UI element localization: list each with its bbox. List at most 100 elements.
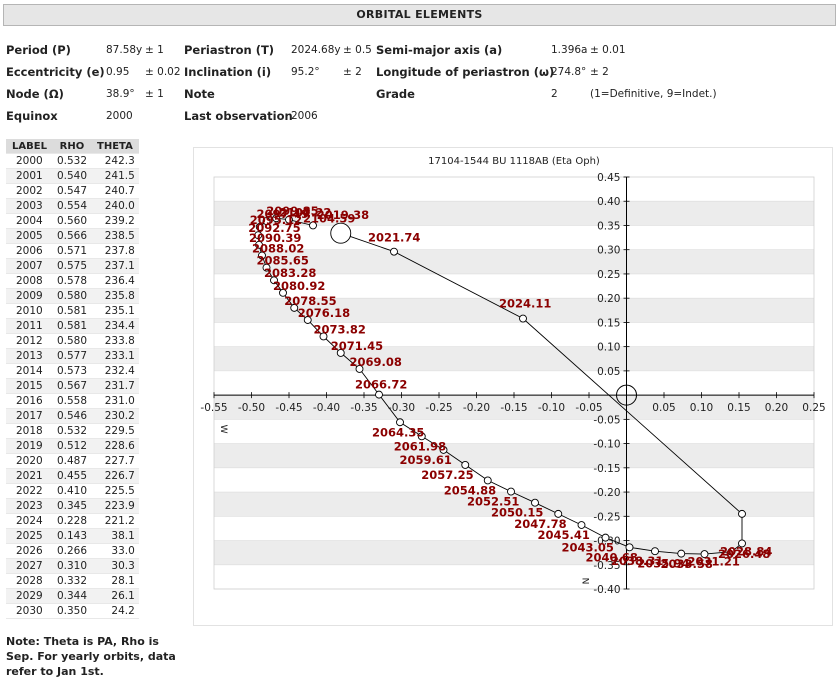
table-row: 2007 0.575 237.1 [6,258,139,274]
x-tick-label: -0.25 [425,402,452,414]
orbit-point-label: 2028.84 [720,544,772,558]
row-rho-cell: 0.573 [56,365,87,377]
x-tick-label: 0.20 [765,402,788,414]
orbit-point-label: 2033.58 [661,557,713,571]
orbit-point-label: 2038.31 [611,554,663,568]
eccentricity-label: Eccentricity (e) [6,65,105,79]
orbit-point-label: 2064.35 [372,425,424,439]
last-observation-value: 2006 [291,110,318,122]
orbit-point [255,222,264,231]
orbit-point [262,263,271,272]
orbit-point [270,276,278,285]
row-label-cell: 2028 [16,575,43,587]
orbit-point [727,547,736,556]
table-row: 2010 0.581 235.1 [6,304,139,319]
x-tick-label: -0.55 [200,402,227,414]
orbit-point-label: 2090.39 [249,231,301,245]
row-rho-cell: 0.455 [52,468,91,484]
orbit-point [303,316,312,324]
orbit-point [390,247,398,256]
orbit-point-label: 2066.72 [355,378,407,392]
row-rho-cell: 0.581 [56,305,87,317]
orbit-point-label: 2019.38 [317,208,369,222]
y-tick-label: -0.30 [593,536,620,548]
axis-label-w: W [218,425,228,434]
row-label-cell: 2004 [16,215,43,227]
orbit-point [531,498,539,507]
inclination-label: Inclination (i) [184,65,272,79]
orbit-point-label: 2078.55 [284,294,336,308]
orbit-point-label: 2095.12 [250,213,302,227]
orbit-point [258,251,266,260]
period-value: 87.58y [106,44,143,56]
row-label-cell: 2030 [16,605,43,617]
row-theta-cell: 223.9 [91,498,139,514]
orbit-point [483,476,492,485]
row-label-cell: 2010 [16,305,43,317]
column-header-theta: THETA [91,139,139,154]
table-row: 2026 0.266 33.0 [6,544,139,559]
row-theta-cell: 33.0 [111,545,135,557]
orbit-point-label: 2052.51 [467,495,519,509]
row-label-cell: 2018 [16,425,43,437]
row-theta-cell: 28.1 [111,575,135,587]
row-label-cell: 2015 [6,378,53,394]
grid-band [214,443,814,468]
row-rho-cell: 0.581 [52,318,91,334]
row-label-cell: 2013 [6,348,53,364]
row-label-cell: 2023 [6,498,53,514]
row-label-cell: 2027 [6,558,53,574]
note-label: Note [184,87,215,101]
table-row: 2003 0.554 240.0 [6,198,139,214]
row-label-cell: 2021 [6,468,53,484]
orbit-point [461,460,470,469]
period-error: ± 1 [145,44,164,56]
row-rho-cell: 0.558 [56,395,87,407]
equinox-label: Equinox [6,109,58,123]
row-label-cell: 2001 [6,168,53,184]
orbit-point-label: 2069.08 [350,355,402,369]
orbit-point-label: 2080.92 [273,279,325,293]
row-rho-cell: 0.560 [56,215,87,227]
table-row: 2013 0.577 233.1 [6,348,139,364]
table-row: 2008 0.578 236.4 [6,274,139,289]
node-error: ± 1 [145,88,164,100]
column-header-rho: RHO [52,139,91,154]
table-row: 2025 0.143 38.1 [6,528,139,544]
row-label-cell: 2006 [16,245,43,257]
row-rho-cell: 0.332 [56,575,87,587]
row-theta-cell: 30.3 [91,558,139,574]
orbit-point-label: 2104.59 [303,211,355,225]
table-row: 2015 0.567 231.7 [6,378,139,394]
table-row: 2016 0.558 231.0 [6,394,139,409]
row-rho-cell: 0.571 [56,245,87,257]
table-row: 2009 0.580 235.8 [6,288,139,304]
row-theta-cell: 238.5 [91,228,139,244]
y-tick-label: -0.15 [593,463,620,475]
row-rho-cell: 0.580 [52,288,91,304]
row-label-cell: 2005 [6,228,53,244]
orbit-point-label: 2026.48 [718,547,770,561]
table-row: 2023 0.345 223.9 [6,498,139,514]
row-rho-cell: 0.546 [52,408,91,424]
y-tick-label: 0.35 [597,220,620,232]
orbit-point [507,487,515,496]
x-tick-label: -0.15 [500,402,527,414]
orbit-point [285,215,293,224]
row-rho-cell: 0.143 [52,528,91,544]
grade-label: Grade [376,87,415,101]
y-tick-label: 0.25 [597,269,620,281]
row-label-cell: 2022 [16,485,43,497]
orbit-point-label: 2054.88 [444,483,496,497]
orbit-point [700,550,709,559]
orbit-point [577,521,586,529]
y-tick-label: -0.35 [593,560,620,572]
orbit-point [738,509,746,518]
row-theta-cell: 24.2 [111,605,135,617]
orbit-point [601,533,610,542]
orbit-point-label: 2099.85 [266,204,318,218]
row-rho-cell: 0.266 [56,545,87,557]
eccentricity-error: ± 0.02 [145,66,181,78]
row-label-cell: 2008 [16,275,43,287]
column-header-label: LABEL [6,139,53,154]
